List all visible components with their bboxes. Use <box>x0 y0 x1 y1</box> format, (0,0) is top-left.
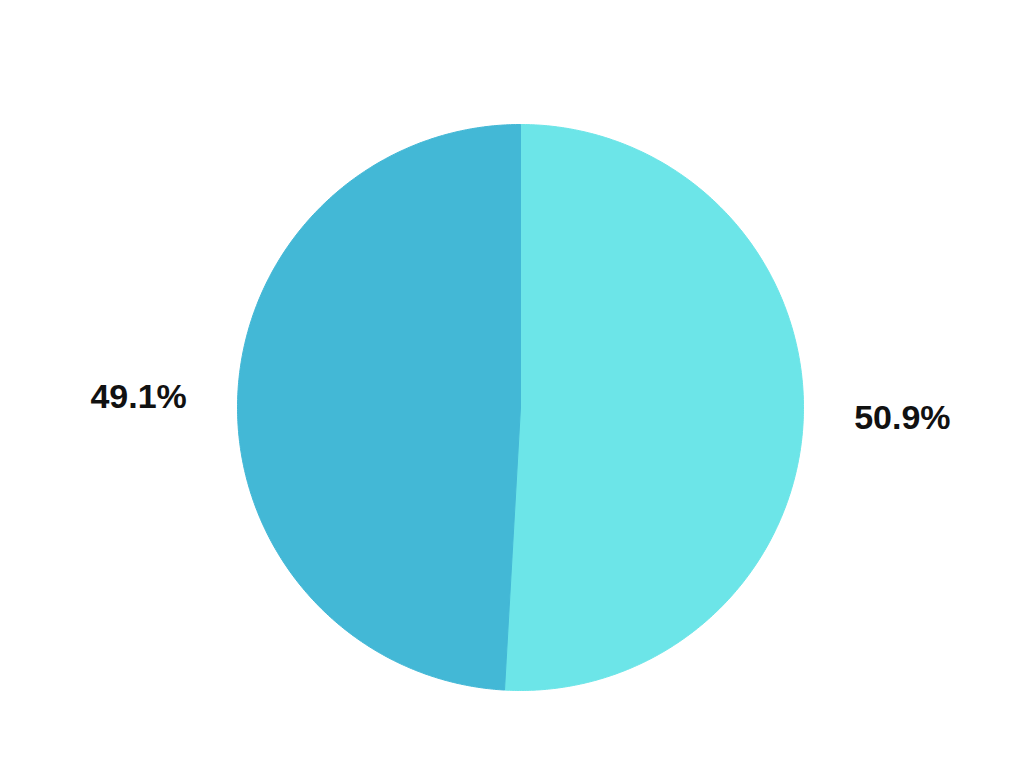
svg-text:50.9%: 50.9% <box>854 398 950 436</box>
svg-text:49.1%: 49.1% <box>90 377 186 415</box>
